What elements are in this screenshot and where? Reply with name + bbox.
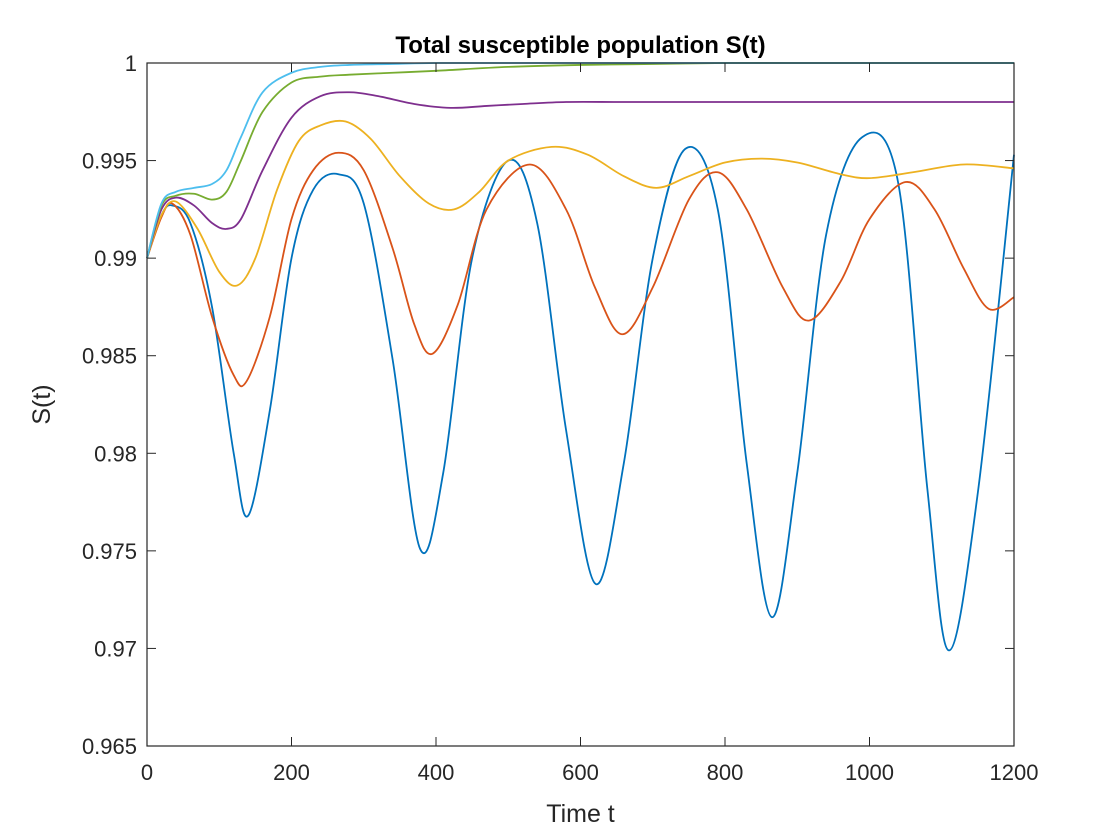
series-line-2 — [146, 151, 1015, 388]
x-tick-label: 600 — [562, 760, 599, 785]
y-tick-label: 0.965 — [82, 734, 137, 759]
x-tick-label: 200 — [273, 760, 310, 785]
x-tick-label: 0 — [141, 760, 153, 785]
x-tick-label: 400 — [418, 760, 455, 785]
y-tick-label: 0.98 — [94, 441, 137, 466]
y-tick-label: 0.995 — [82, 149, 137, 174]
x-axis-label: Time t — [546, 800, 615, 828]
y-tick-label: 0.97 — [94, 636, 137, 661]
chart-title: Total susceptible population S(t) — [395, 32, 765, 59]
y-tick-label: 0.985 — [82, 344, 137, 369]
x-tick-label: 1000 — [845, 760, 894, 785]
x-tick-label: 800 — [707, 760, 744, 785]
series-line-4 — [146, 91, 1014, 259]
axes-box — [146, 62, 1015, 747]
x-tick-label: 1200 — [990, 760, 1039, 785]
y-tick-label: 0.99 — [94, 246, 137, 271]
plot-area — [147, 63, 1014, 746]
tick-labels: 0 200 400 600 800 1000 1200 0.965 0.97 0.975 0.98 0… — [82, 51, 1039, 785]
y-axis-label: S(t) — [28, 384, 56, 424]
y-tick-label: 1 — [125, 51, 137, 76]
y-tick-label: 0.975 — [82, 539, 137, 564]
series-line-1 — [146, 131, 1015, 652]
series-line-3 — [146, 119, 1015, 287]
